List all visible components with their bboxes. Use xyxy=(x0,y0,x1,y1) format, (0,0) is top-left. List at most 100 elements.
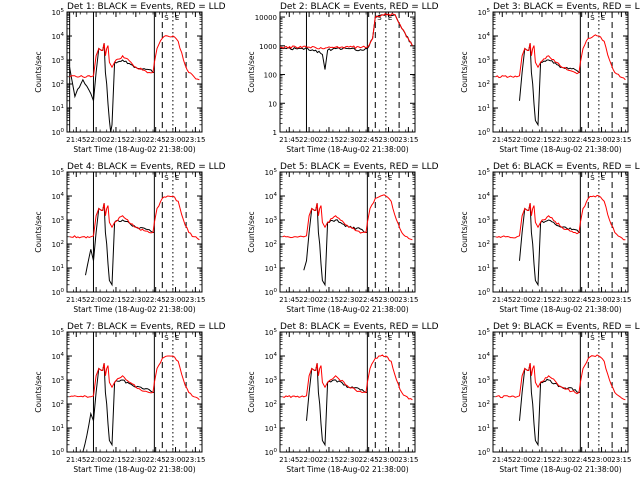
panel-title: Det 8: BLACK = Events, RED = LLD xyxy=(280,322,439,332)
x-tick-label: 22:45 xyxy=(359,136,379,144)
y-axis-label: Counts/sec xyxy=(460,371,469,412)
y-tick-label: 105 xyxy=(52,8,65,17)
x-tick-label: 22:15 xyxy=(319,136,339,144)
x-tick-label: 22:30 xyxy=(552,456,572,464)
y-tick-label: 103 xyxy=(265,376,278,385)
panel-title: Det 9: BLACK = Events, RED = LLD xyxy=(493,322,640,332)
y-tick-label: 101 xyxy=(478,264,490,273)
panel-title: Det 1: BLACK = Events, RED = LLD xyxy=(67,2,226,12)
series-line-events xyxy=(519,43,581,127)
x-axis-label: Start Time (18-Aug-02 21:38:00) xyxy=(499,305,621,314)
y-tick-label: 105 xyxy=(478,168,491,177)
series-line-events xyxy=(69,43,155,133)
x-tick-label: 21:45 xyxy=(279,136,299,144)
x-tick-label: 23:00 xyxy=(591,296,611,304)
y-tick-label: 102 xyxy=(478,80,490,89)
y-tick-label: 104 xyxy=(265,192,278,201)
panel-title: Det 3: BLACK = Events, RED = LLD xyxy=(493,2,640,12)
y-tick-label: 10000 xyxy=(255,14,277,22)
marker-label-e: E xyxy=(388,14,392,22)
x-tick-label: 22:30 xyxy=(126,136,146,144)
x-tick-label: 22:45 xyxy=(146,136,166,144)
y-tick-label: 103 xyxy=(478,56,491,65)
x-tick-label: 21:45 xyxy=(66,136,86,144)
x-tick-label: 22:00 xyxy=(86,456,106,464)
detector-panel-6: Det 6: BLACK = Events, RED = LLD 100 101 10… xyxy=(460,162,640,314)
y-tick-label: 1000 xyxy=(259,43,277,51)
y-axis-label: Counts/sec xyxy=(460,51,469,92)
y-tick-label: 101 xyxy=(52,424,64,433)
panel-title: Det 2: BLACK = Events, RED = LLD xyxy=(280,2,439,12)
x-tick-label: 22:30 xyxy=(339,296,359,304)
y-tick-label: 104 xyxy=(52,192,65,201)
x-tick-label: 22:45 xyxy=(146,296,166,304)
y-tick-label: 102 xyxy=(265,240,277,249)
detector-panel-4: Det 4: BLACK = Events, RED = LLD 100 101 10… xyxy=(34,162,226,314)
series-line-lld xyxy=(279,13,413,50)
y-tick-label: 102 xyxy=(265,400,277,409)
panel-title: Det 4: BLACK = Events, RED = LLD xyxy=(67,162,226,172)
y-tick-label: 103 xyxy=(478,216,491,225)
x-tick-label: 22:15 xyxy=(106,136,126,144)
y-tick-label: 100 xyxy=(478,288,491,297)
detector-panel-1: Det 1: BLACK = Events, RED = LLD 100 101 10… xyxy=(34,2,226,154)
marker-label-s: S xyxy=(590,14,595,22)
y-axis-label: Counts/sec xyxy=(34,51,43,92)
y-tick-label: 103 xyxy=(52,216,65,225)
x-tick-label: 22:00 xyxy=(299,456,319,464)
series-line-lld xyxy=(69,35,200,81)
y-tick-label: 104 xyxy=(52,352,65,361)
series-line-lld xyxy=(69,355,200,401)
plot-frame xyxy=(492,171,629,293)
x-tick-label: 22:15 xyxy=(532,296,552,304)
x-tick-label: 23:00 xyxy=(378,456,398,464)
y-tick-label: 100 xyxy=(478,448,491,457)
y-tick-label: 100 xyxy=(265,448,278,457)
x-tick-label: 22:30 xyxy=(552,296,572,304)
y-axis-label: Counts/sec xyxy=(34,371,43,412)
marker-label-s: S xyxy=(164,14,169,22)
x-tick-label: 23:15 xyxy=(185,136,205,144)
x-tick-label: 23:00 xyxy=(591,456,611,464)
y-tick-label: 102 xyxy=(52,80,64,89)
plot-frame xyxy=(279,331,416,453)
x-tick-label: 23:15 xyxy=(611,296,631,304)
y-tick-label: 101 xyxy=(52,104,64,113)
y-tick-label: 102 xyxy=(478,240,490,249)
panel-title: Det 5: BLACK = Events, RED = LLD xyxy=(280,162,439,172)
y-tick-label: 104 xyxy=(478,192,491,201)
x-tick-label: 22:00 xyxy=(512,296,532,304)
marker-label-s: S xyxy=(377,14,382,22)
x-tick-label: 23:00 xyxy=(165,456,185,464)
x-tick-label: 22:45 xyxy=(359,456,379,464)
x-axis-label: Start Time (18-Aug-02 21:38:00) xyxy=(286,305,408,314)
y-tick-label: 105 xyxy=(52,328,65,337)
y-tick-label: 100 xyxy=(52,128,65,137)
y-tick-label: 100 xyxy=(264,72,277,80)
y-tick-label: 100 xyxy=(265,288,278,297)
y-tick-label: 101 xyxy=(265,264,277,273)
y-axis-label: Counts/sec xyxy=(460,211,469,252)
x-axis-label: Start Time (18-Aug-02 21:38:00) xyxy=(73,465,195,474)
y-tick-label: 101 xyxy=(265,424,277,433)
marker-label-s: S xyxy=(590,174,595,182)
marker-label-s: S xyxy=(377,174,382,182)
x-tick-label: 21:45 xyxy=(66,456,86,464)
x-axis-label: Start Time (18-Aug-02 21:38:00) xyxy=(499,465,621,474)
x-tick-label: 22:45 xyxy=(572,296,592,304)
x-tick-label: 23:15 xyxy=(398,296,418,304)
x-tick-label: 22:00 xyxy=(299,136,319,144)
y-tick-label: 104 xyxy=(478,32,491,41)
plot-frame xyxy=(492,331,629,453)
marker-label-e: E xyxy=(601,174,605,182)
panel-title: Det 7: BLACK = Events, RED = LLD xyxy=(67,322,226,332)
x-tick-label: 22:30 xyxy=(339,136,359,144)
detector-panel-2: Det 2: BLACK = Events, RED = LLD 1 10 100 10… xyxy=(247,2,439,154)
x-tick-label: 22:30 xyxy=(126,456,146,464)
x-tick-label: 22:00 xyxy=(512,136,532,144)
y-tick-label: 105 xyxy=(478,8,491,17)
series-line-lld xyxy=(69,195,200,241)
y-tick-label: 103 xyxy=(478,376,491,385)
y-tick-label: 104 xyxy=(478,352,491,361)
x-tick-label: 23:00 xyxy=(591,136,611,144)
